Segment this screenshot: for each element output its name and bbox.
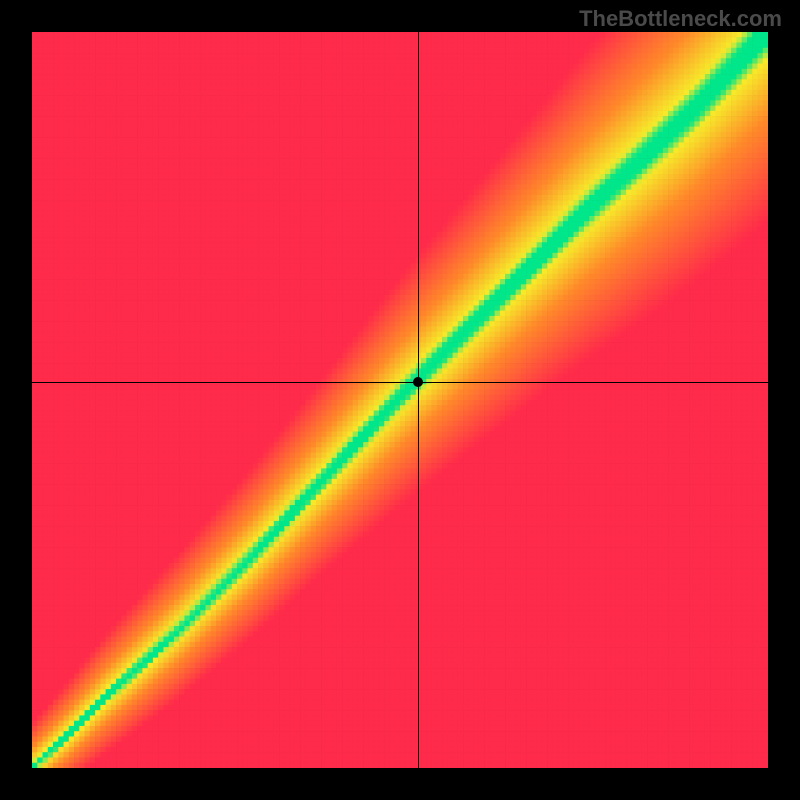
data-point-marker	[413, 377, 423, 387]
crosshair-vertical	[418, 32, 419, 768]
watermark-text: TheBottleneck.com	[579, 6, 782, 32]
heatmap-plot	[32, 32, 768, 768]
heatmap-canvas	[32, 32, 768, 768]
crosshair-horizontal	[32, 382, 768, 383]
